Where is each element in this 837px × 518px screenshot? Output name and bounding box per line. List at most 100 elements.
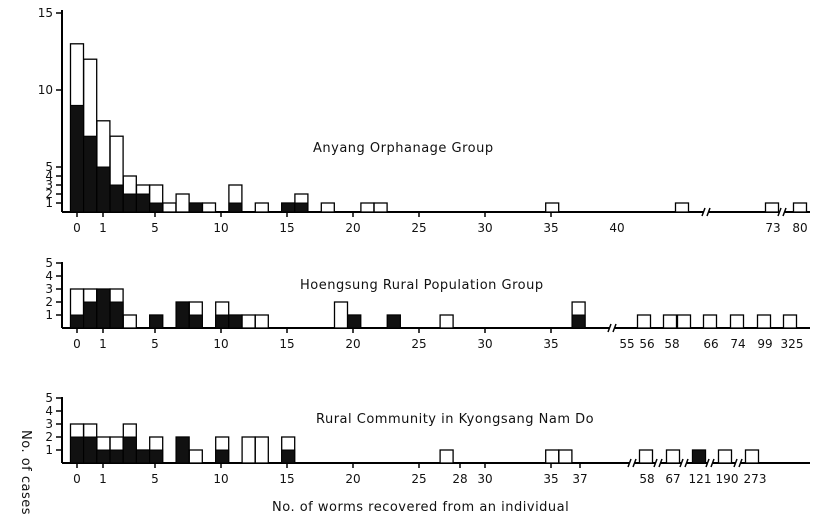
x-tick-label: 40 <box>609 221 624 235</box>
x-tick-label: 15 <box>279 221 294 235</box>
bar-total <box>254 314 269 329</box>
bar-total <box>665 449 681 464</box>
x-tick-label: 25 <box>411 221 426 235</box>
bar-total <box>676 314 692 329</box>
axis-break-gap <box>707 460 713 466</box>
x-ticks: 0 1 5 10 15 20 25 30 35 55 56 58 66 74 99 325 <box>73 328 803 351</box>
bar-total <box>175 193 190 213</box>
bar-black <box>175 301 190 329</box>
bar-black <box>188 202 203 213</box>
bar-total <box>188 449 203 464</box>
bar-total <box>702 314 718 329</box>
bar-total <box>756 314 772 329</box>
y-tick-label: 3 <box>45 417 53 431</box>
bar-black <box>109 449 124 464</box>
x-tick-label: 10 <box>213 221 228 235</box>
bar-black <box>215 449 230 464</box>
axis-break-gap <box>779 209 785 215</box>
bar-black <box>281 202 296 213</box>
bar-total <box>201 202 217 213</box>
axis-break-mark <box>706 207 711 217</box>
x-tick-label: 1 <box>99 337 107 351</box>
bar-black <box>109 301 124 329</box>
axis-break-gap <box>681 460 687 466</box>
bar-black <box>109 184 124 213</box>
x-tick-label: 25 <box>411 472 426 486</box>
x-tick-label: 20 <box>345 472 360 486</box>
x-tick-label: 0 <box>73 472 81 486</box>
x-ticks: 0 1 5 10 15 20 25 28 30 35 37 58 67 121 190 273 <box>73 463 766 486</box>
axis-break-mark <box>607 323 612 333</box>
bar-total <box>636 314 652 329</box>
bar-total <box>439 314 454 329</box>
axis-break-mark <box>679 458 684 468</box>
bar-black <box>96 288 111 329</box>
bar-total <box>373 202 388 213</box>
axis-break-gap <box>735 460 741 466</box>
x-tick-label: 58 <box>639 472 654 486</box>
bar-total <box>439 449 454 464</box>
bar-total <box>674 202 690 213</box>
x-tick-label: 1 <box>99 472 107 486</box>
bar-total <box>558 449 573 464</box>
axis-break-mark <box>782 207 787 217</box>
x-tick-label: 10 <box>213 337 228 351</box>
x-tick-label: 1 <box>99 221 107 235</box>
bar-total <box>782 314 798 329</box>
bar-total <box>717 449 733 464</box>
x-tick-label: 5 <box>151 472 159 486</box>
x-tick-label: 325 <box>781 337 804 351</box>
axis-break-gap <box>629 460 635 466</box>
x-tick-label: 5 <box>151 221 159 235</box>
bar-black <box>228 202 243 213</box>
bar-black <box>83 436 98 464</box>
bar-black <box>122 436 137 464</box>
axis-break-mark <box>684 458 689 468</box>
x-tick-label: 35 <box>543 337 558 351</box>
bar-black <box>228 314 243 329</box>
bar-total <box>241 436 256 464</box>
bar-total <box>320 202 335 213</box>
bar-black <box>149 202 164 213</box>
bar-total <box>545 449 560 464</box>
y-tick-label: 1 <box>45 196 53 210</box>
bar-black <box>571 314 586 329</box>
bar-black <box>294 202 309 213</box>
bar-black <box>136 449 150 464</box>
axis-break-mark <box>701 207 706 217</box>
y-tick-label: 4 <box>45 404 53 418</box>
bar-total <box>764 202 780 213</box>
bar-total <box>744 449 760 464</box>
panel-title: Rural Community in Kyongsang Nam Do <box>316 412 594 427</box>
axis-break-gap <box>609 325 615 331</box>
x-tick-label: 30 <box>477 337 492 351</box>
axis-break-mark <box>705 458 710 468</box>
axis-break-mark <box>612 323 617 333</box>
bar-total <box>162 202 177 213</box>
x-tick-label: 55 <box>619 337 634 351</box>
bar-black <box>70 436 84 464</box>
x-tick-label: 74 <box>730 337 745 351</box>
y-tick-label: 1 <box>45 443 53 457</box>
axis-break-mark <box>710 458 715 468</box>
bars <box>69 423 760 464</box>
y-tick-label: 5 <box>45 391 53 405</box>
x-axis-title: No. of worms recovered from an individua… <box>272 500 569 515</box>
x-tick-label: 273 <box>744 472 767 486</box>
bar-black <box>96 449 111 464</box>
panel-title: Anyang Orphanage Group <box>313 141 494 156</box>
bar-total <box>254 202 269 213</box>
x-tick-label: 80 <box>792 221 807 235</box>
y-tick-label: 2 <box>45 295 53 309</box>
bar-total <box>662 314 678 329</box>
bar-black <box>149 314 164 329</box>
x-tick-label: 66 <box>703 337 718 351</box>
bar-black <box>70 104 84 213</box>
x-tick-label: 15 <box>279 337 294 351</box>
x-tick-label: 15 <box>279 472 294 486</box>
y-tick-label: 2 <box>45 430 53 444</box>
x-tick-label: 20 <box>345 337 360 351</box>
